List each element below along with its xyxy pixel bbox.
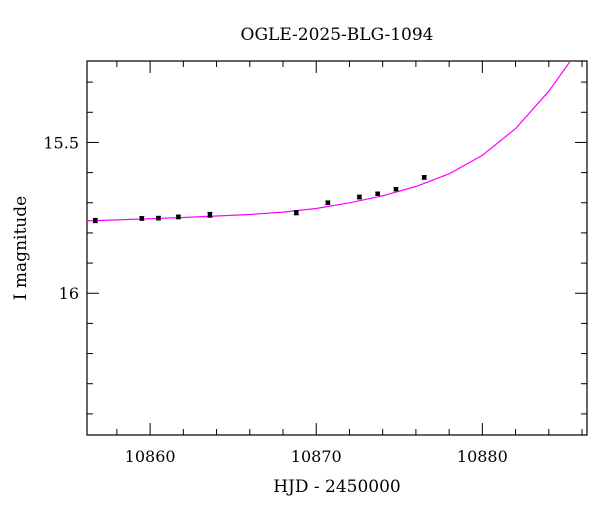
data-point [393, 186, 399, 192]
point-marker [139, 216, 145, 221]
y-tick-labels: 15.5 16 [43, 133, 79, 303]
data-point [375, 191, 381, 196]
data-point [356, 194, 362, 200]
major-ticks [87, 61, 587, 435]
point-marker [393, 186, 399, 192]
x-tick-label: 10870 [291, 447, 342, 466]
y-axis-label: I magnitude [11, 196, 31, 300]
point-marker [357, 194, 362, 200]
data-point [293, 210, 299, 216]
x-tick-label: 10880 [457, 447, 508, 466]
point-marker [325, 200, 331, 205]
point-marker [375, 191, 380, 196]
chart-title: OGLE-2025-BLG-1094 [241, 25, 434, 45]
data-point [207, 211, 213, 218]
x-tick-labels: 10860 10870 10880 [125, 447, 508, 466]
model-curve [86, 60, 571, 222]
x-axis-label: HJD - 2450000 [273, 477, 401, 497]
point-marker [422, 175, 427, 180]
data-point [325, 200, 331, 206]
data-point [92, 217, 98, 224]
point-marker [156, 215, 161, 221]
data-point [139, 216, 145, 221]
data-points [92, 175, 427, 224]
x-tick-label: 10860 [125, 447, 176, 466]
data-point [175, 214, 181, 220]
y-tick-label: 15.5 [43, 133, 79, 152]
plot-frame [86, 60, 588, 436]
point-marker [176, 214, 181, 220]
point-marker [93, 218, 98, 223]
point-marker [294, 210, 299, 215]
point-marker [207, 212, 213, 218]
y-tick-label: 16 [59, 284, 79, 303]
data-point [421, 175, 427, 180]
data-point [155, 215, 161, 221]
minor-ticks [87, 61, 587, 435]
